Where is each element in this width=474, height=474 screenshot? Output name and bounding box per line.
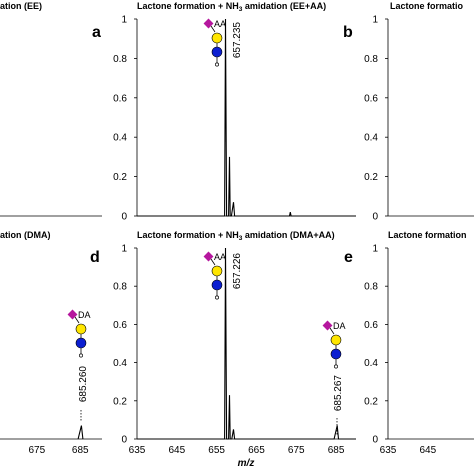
x-axis-title: m/z	[238, 458, 255, 469]
x-tick-label: 675	[288, 445, 305, 456]
panel-b-title: Lactone formation + NH3 amidation (EE+AA…	[137, 1, 326, 13]
y-tick-label: 0.8	[113, 54, 127, 65]
y-tick-label: 0	[372, 435, 378, 446]
y-tick-label: 0	[372, 212, 378, 223]
glycan-link	[210, 258, 216, 266]
y-tick-label: 0.4	[113, 133, 127, 144]
x-tick-label: 645	[419, 445, 436, 456]
y-tick-label: 1	[372, 15, 378, 26]
glucose-circle-icon	[211, 46, 223, 58]
reducing-end-icon	[215, 295, 219, 300]
panel-e-title-main: Lactone formation + NH	[137, 230, 239, 240]
glycan-link	[329, 327, 335, 335]
galactose-circle-icon	[330, 334, 342, 346]
panel-e-title-rest: amidation (DMA+AA)	[242, 230, 334, 240]
glucose-circle-icon	[211, 279, 223, 291]
peak-label: 657.235	[232, 22, 243, 59]
spectrum-trace	[137, 247, 356, 440]
panel-c-title: Lactone formatio	[390, 1, 464, 11]
glycan-structure: AA	[203, 251, 226, 300]
y-tick-label: 0	[121, 212, 127, 223]
y-tick-label: 0	[121, 435, 127, 446]
glycan-tag-label: DA	[78, 310, 91, 320]
x-tick-label: 635	[129, 445, 146, 456]
glycan-link	[74, 316, 80, 324]
y-tick-label: 0.8	[364, 282, 378, 293]
axis-ticks: 1 0.8 0.6 0.4 0.2 0 1 0.8 0.6 0.4 0.2 0 1 0.8 0.6 0.4 0.…	[28, 15, 436, 457]
y-tick-label: 1	[121, 244, 127, 255]
glycan-structure: DA	[67, 309, 91, 358]
y-tick-label: 0.2	[113, 172, 127, 183]
y-tick-label: 0.8	[364, 54, 378, 65]
y-tick-label: 0.2	[364, 396, 378, 407]
panel-e-title-sub: 3	[239, 235, 243, 242]
sialic-acid-diamond-icon	[203, 251, 214, 262]
panel-b-title-rest: amidation (EE+AA)	[242, 1, 326, 11]
peak-label: 685.260	[78, 366, 89, 403]
glycan-tag-label: AA	[214, 19, 226, 29]
y-tick-label: 0.6	[364, 320, 378, 331]
y-tick-label: 0.2	[113, 396, 127, 407]
galactose-circle-icon	[75, 323, 87, 335]
glycan-annotations: AA 657.235 AA 657.226 DA 685.267 DA 685.260	[67, 18, 346, 435]
y-tick-label: 0.2	[364, 172, 378, 183]
y-tick-label: 0.4	[364, 133, 378, 144]
panel-a-title: ation (EE)	[0, 1, 42, 11]
panel-d-title: ation (DMA)	[0, 230, 51, 240]
glycan-tag-label: AA	[214, 252, 226, 262]
glycan-link	[210, 25, 216, 33]
y-tick-label: 1	[121, 15, 127, 26]
y-tick-label: 0.4	[364, 358, 378, 369]
panel-f-title: Lactone formation	[388, 230, 467, 240]
panel-a-letter: a	[92, 24, 101, 41]
x-tick-label: 635	[380, 445, 397, 456]
peak-label: 685.267	[333, 375, 344, 412]
panel-b-letter: b	[343, 24, 353, 41]
y-tick-label: 0.4	[113, 358, 127, 369]
glucose-circle-icon	[330, 348, 342, 360]
spectrum-trace	[77, 425, 84, 440]
panel-e-title: Lactone formation + NH3 amidation (DMA+A…	[137, 230, 335, 242]
x-tick-label: 685	[72, 445, 89, 456]
galactose-circle-icon	[211, 32, 223, 44]
panel-b-title-sub: 3	[239, 6, 243, 13]
glycan-structure: DA	[322, 320, 346, 369]
x-tick-label: 685	[328, 445, 345, 456]
x-tick-label: 655	[208, 445, 225, 456]
y-tick-label: 0.6	[364, 93, 378, 104]
sialic-acid-diamond-icon	[203, 18, 214, 29]
y-tick-label: 0.8	[113, 282, 127, 293]
reducing-end-icon	[334, 364, 338, 369]
panel-b-title-main: Lactone formation + NH	[137, 1, 239, 11]
reducing-end-icon	[79, 353, 83, 358]
x-tick-label: 665	[248, 445, 265, 456]
x-tick-label: 645	[168, 445, 185, 456]
glycan-tag-label: DA	[333, 321, 346, 331]
peak-label: 657.226	[232, 253, 243, 290]
sialic-acid-diamond-icon	[322, 320, 333, 331]
y-tick-label: 1	[372, 244, 378, 255]
y-tick-label: 0.6	[113, 320, 127, 331]
spectrum-traces	[77, 18, 356, 440]
reducing-end-icon	[215, 62, 219, 67]
panel-f-letter: e	[344, 249, 353, 266]
y-tick-label: 0.6	[113, 93, 127, 104]
panel-d-letter: d	[90, 249, 100, 266]
glucose-circle-icon	[75, 337, 87, 349]
galactose-circle-icon	[211, 265, 223, 277]
spectrum-trace	[137, 18, 356, 217]
glycan-structure: AA	[203, 18, 226, 67]
x-tick-label: 675	[28, 445, 45, 456]
